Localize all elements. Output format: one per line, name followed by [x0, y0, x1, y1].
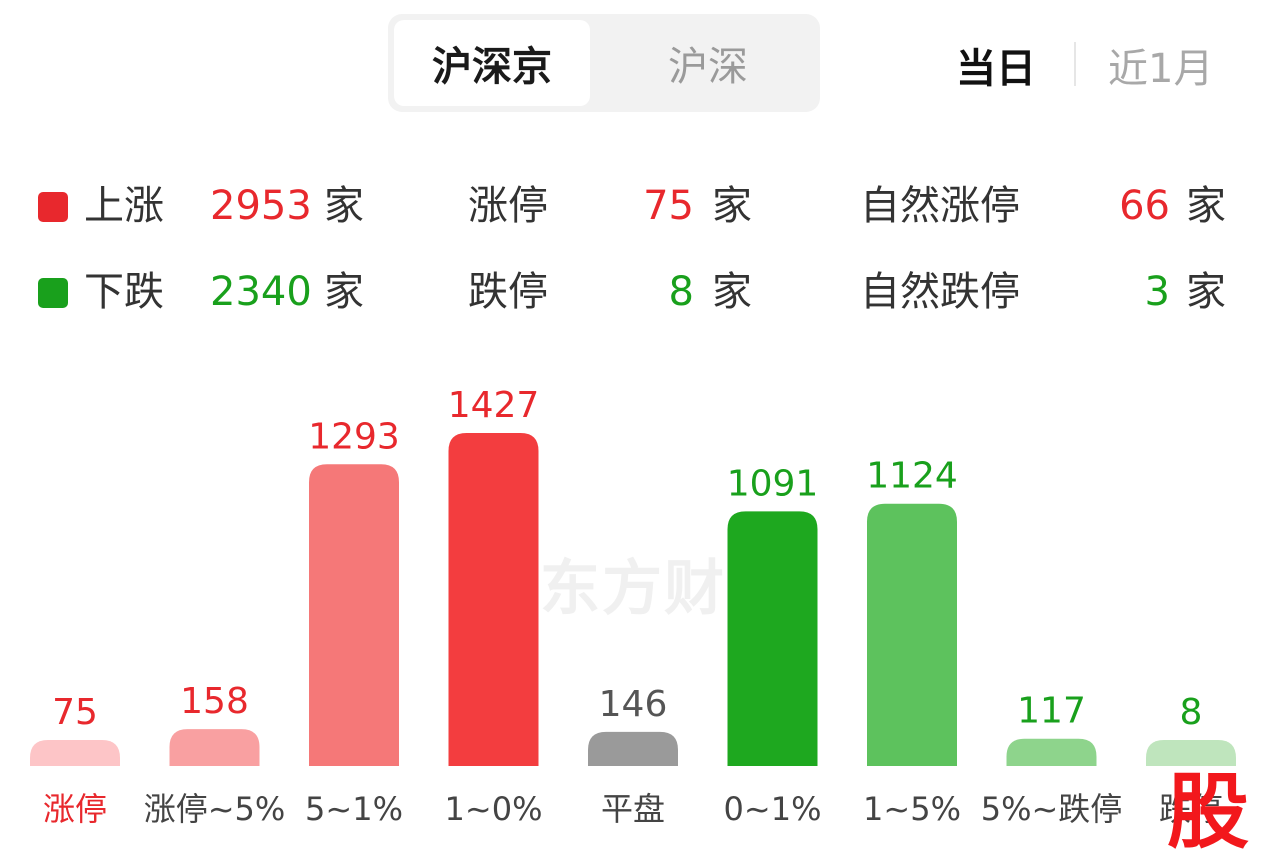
tab-hushenjing[interactable]: 沪深京: [394, 20, 590, 106]
bar-value-label: 75: [52, 692, 98, 733]
fall-count: 2340: [210, 269, 312, 315]
rise-label: 上涨: [84, 183, 164, 229]
natural-limit-down-label: 自然跌停: [860, 269, 1020, 315]
bar-value-label: 158: [180, 681, 249, 722]
fall-legend-swatch: [38, 278, 68, 308]
limit-down-count: 8: [668, 269, 694, 315]
category-label: 1~5%: [863, 790, 961, 828]
bar-0: [30, 740, 120, 766]
category-label: 5%~跌停: [981, 790, 1123, 828]
bar-4: [588, 731, 678, 766]
tab-today[interactable]: 当日: [956, 46, 1036, 92]
bar-value-label: 146: [599, 684, 668, 725]
bar-value-label: 1124: [866, 456, 958, 497]
limit-up-count: 75: [643, 183, 694, 229]
bar-value-label: 1293: [308, 416, 400, 457]
tab-last-month[interactable]: 近1月: [1108, 46, 1214, 92]
category-label: 0~1%: [724, 790, 822, 828]
rise-legend-swatch: [38, 192, 68, 222]
stats-row-rise: 上涨 2953 家 涨停 75 家 自然涨停 66 家: [0, 176, 1272, 236]
limit-up-unit: 家: [712, 183, 752, 229]
period-divider: [1074, 42, 1076, 86]
bar-5: [727, 511, 818, 766]
brand-logo: 股: [1167, 770, 1249, 850]
bar-1: [169, 729, 260, 766]
category-label: 1~0%: [445, 790, 543, 828]
category-label: 涨停: [43, 790, 107, 828]
stats-row-fall: 下跌 2340 家 跌停 8 家 自然跌停 3 家: [0, 262, 1272, 322]
bar-value-label: 117: [1017, 691, 1086, 732]
bar-value-label: 1091: [727, 463, 819, 504]
market-segmented-control: 沪深京 沪深: [388, 14, 820, 112]
distribution-bar-chart: 75 涨停 158 涨停~5% 1293 5~1% 1427 1~0% 146 平盘 1091 0~1…: [30, 385, 1236, 828]
bar-value-label: 1427: [448, 385, 540, 426]
watermark-text: 东方财: [540, 554, 726, 624]
bar-7: [1006, 738, 1097, 766]
limit-down-label: 跌停: [468, 269, 548, 315]
limit-up-label: 涨停: [468, 183, 548, 229]
bar-8: [1146, 740, 1236, 766]
limit-down-unit: 家: [712, 269, 752, 315]
rise-count: 2953: [210, 183, 312, 229]
rise-unit: 家: [324, 183, 364, 229]
natural-limit-up-label: 自然涨停: [860, 183, 1020, 229]
category-label: 跌停: [1159, 790, 1223, 828]
brand-logo-glyph: 股: [1167, 770, 1249, 850]
natural-limit-down-count: 3: [1144, 269, 1170, 315]
tab-hushen[interactable]: 沪深: [668, 44, 748, 90]
category-label: 涨停~5%: [144, 790, 286, 828]
natural-limit-up-count: 66: [1119, 183, 1170, 229]
fall-unit: 家: [324, 269, 364, 315]
fall-label: 下跌: [84, 269, 164, 315]
bar-3: [448, 433, 539, 766]
bar-value-label: 8: [1180, 692, 1203, 733]
natural-limit-up-unit: 家: [1186, 183, 1226, 229]
natural-limit-down-unit: 家: [1186, 269, 1226, 315]
category-label: 平盘: [601, 790, 665, 828]
bar-6: [867, 503, 957, 766]
category-label: 5~1%: [305, 790, 403, 828]
bar-2: [309, 464, 399, 766]
